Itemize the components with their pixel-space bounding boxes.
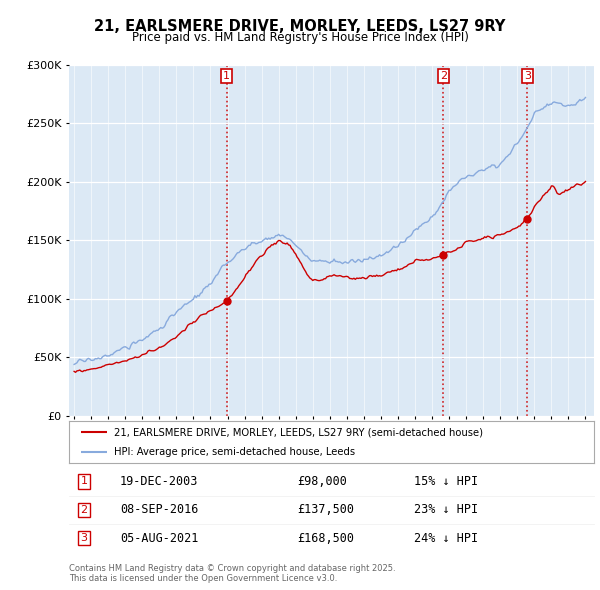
Text: 3: 3 (80, 533, 88, 543)
Text: 15% ↓ HPI: 15% ↓ HPI (414, 475, 478, 488)
Text: 3: 3 (524, 71, 531, 81)
Text: Price paid vs. HM Land Registry's House Price Index (HPI): Price paid vs. HM Land Registry's House … (131, 31, 469, 44)
Text: 05-AUG-2021: 05-AUG-2021 (120, 532, 199, 545)
Text: 2: 2 (440, 71, 447, 81)
Text: 21, EARLSMERE DRIVE, MORLEY, LEEDS, LS27 9RY (semi-detached house): 21, EARLSMERE DRIVE, MORLEY, LEEDS, LS27… (113, 427, 482, 437)
Text: 23% ↓ HPI: 23% ↓ HPI (414, 503, 478, 516)
Text: 08-SEP-2016: 08-SEP-2016 (120, 503, 199, 516)
Text: 24% ↓ HPI: 24% ↓ HPI (414, 532, 478, 545)
Text: 2: 2 (80, 505, 88, 514)
Text: £137,500: £137,500 (297, 503, 354, 516)
Text: 21, EARLSMERE DRIVE, MORLEY, LEEDS, LS27 9RY: 21, EARLSMERE DRIVE, MORLEY, LEEDS, LS27… (94, 19, 506, 34)
Text: £98,000: £98,000 (297, 475, 347, 488)
Text: £168,500: £168,500 (297, 532, 354, 545)
Text: 1: 1 (223, 71, 230, 81)
Text: Contains HM Land Registry data © Crown copyright and database right 2025.
This d: Contains HM Land Registry data © Crown c… (69, 563, 395, 583)
Text: HPI: Average price, semi-detached house, Leeds: HPI: Average price, semi-detached house,… (113, 447, 355, 457)
Text: 1: 1 (80, 477, 88, 486)
Text: 19-DEC-2003: 19-DEC-2003 (120, 475, 199, 488)
